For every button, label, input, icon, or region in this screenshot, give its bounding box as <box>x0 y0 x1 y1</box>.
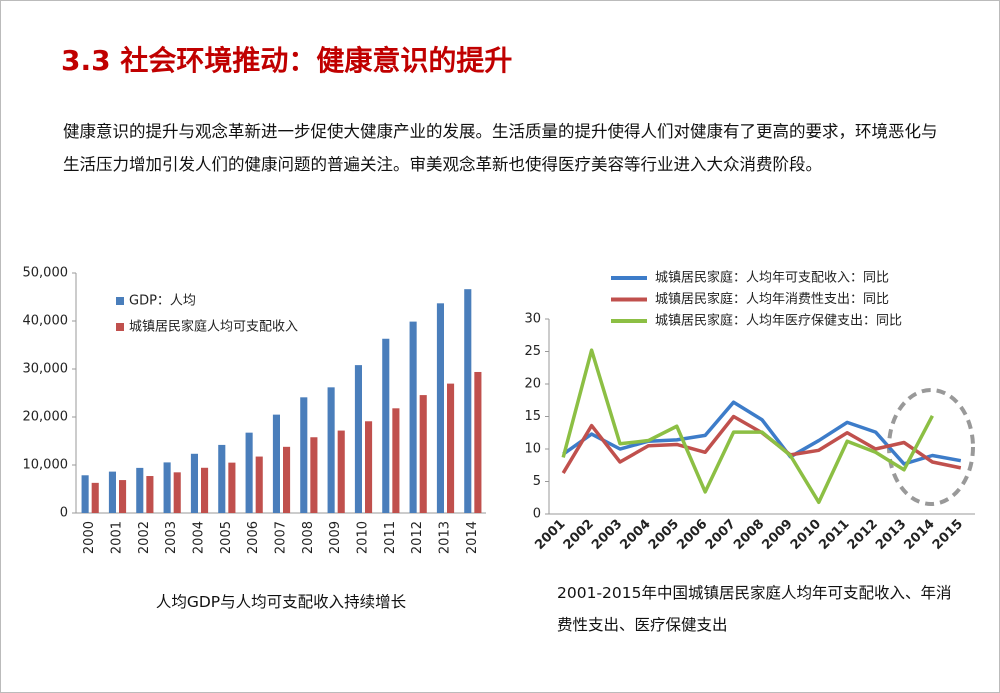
legend-label: 城镇居民家庭：人均年医疗保健支出：同比 <box>655 313 902 329</box>
x-tick-label: 2014 <box>465 521 480 554</box>
x-tick-label: 2006 <box>674 517 710 553</box>
bar <box>163 462 171 513</box>
y-tick-label: 30,000 <box>23 362 69 377</box>
bar <box>464 289 472 513</box>
x-tick-label: 2004 <box>192 521 207 554</box>
x-tick-label: 2008 <box>731 517 767 553</box>
x-tick-label: 2003 <box>164 521 179 554</box>
bar <box>337 430 345 513</box>
x-tick-label: 2009 <box>328 521 343 554</box>
legend-label: 城镇居民家庭人均可支配收入 <box>129 319 298 335</box>
bar <box>382 338 390 513</box>
x-tick-label: 2010 <box>356 521 371 554</box>
bar <box>146 476 154 513</box>
bar <box>201 467 209 513</box>
bar <box>409 321 417 513</box>
bar <box>91 482 99 513</box>
legend-label: 城镇居民家庭：人均年可支配收入：同比 <box>655 270 889 286</box>
y-tick-label: 25 <box>524 344 541 359</box>
slide-title: 3.3 社会环境推动：健康意识的提升 <box>61 44 513 77</box>
bar <box>173 472 181 513</box>
y-tick-label: 5 <box>533 474 541 489</box>
x-tick-label: 2008 <box>301 521 316 554</box>
x-tick-label: 2007 <box>274 521 289 554</box>
x-tick-label: 2010 <box>788 517 824 553</box>
x-tick-label: 2007 <box>703 517 739 553</box>
x-tick-label: 2005 <box>219 521 234 554</box>
bar <box>392 408 400 513</box>
line <box>562 400 962 466</box>
bar <box>119 480 127 513</box>
x-tick-label: 2005 <box>646 517 682 553</box>
x-tick-label: 2001 <box>110 521 125 554</box>
y-tick-label: 0 <box>533 507 541 522</box>
y-tick-label: 0 <box>60 506 68 521</box>
x-tick-label: 2003 <box>589 517 625 553</box>
bar <box>300 397 308 513</box>
bar <box>81 475 89 513</box>
x-tick-label: 2009 <box>760 517 796 553</box>
x-tick-label: 2000 <box>82 521 97 554</box>
y-tick-label: 30 <box>524 312 541 327</box>
bar <box>474 371 482 513</box>
bar <box>108 471 116 513</box>
bar <box>218 444 226 513</box>
bar <box>245 432 253 513</box>
legend-label: GDP：人均 <box>129 294 196 309</box>
x-tick-label: 2001 <box>532 517 568 553</box>
bar <box>228 462 236 513</box>
bar <box>272 414 280 513</box>
bar <box>447 383 455 513</box>
bar <box>255 456 263 513</box>
bar <box>190 453 198 513</box>
bar <box>354 365 362 513</box>
x-tick-label: 2006 <box>246 521 261 554</box>
x-tick-label: 2012 <box>410 521 425 554</box>
y-tick-label: 10,000 <box>23 458 69 473</box>
x-tick-label: 2013 <box>873 517 909 553</box>
y-tick-label: 50,000 <box>23 266 69 281</box>
y-tick-label: 10 <box>524 442 541 457</box>
x-tick-label: 2002 <box>137 521 152 554</box>
x-tick-label: 2012 <box>845 517 881 553</box>
caption: 2001-2015年中国城镇居民家庭人均年可支配收入、年消费性支出、医疗保健支出 <box>557 584 952 634</box>
x-tick-label: 2014 <box>902 517 938 553</box>
highlight-ellipse <box>887 388 975 506</box>
x-tick-label: 2011 <box>383 521 398 554</box>
bar <box>365 421 373 513</box>
x-tick-label: 2013 <box>438 521 453 554</box>
bar <box>136 467 144 513</box>
y-tick-label: 40,000 <box>23 314 69 329</box>
caption: 人均GDP与人均可支配收入持续增长 <box>155 593 407 611</box>
paragraph: 健康意识的提升与观念革新进一步促使大健康产业的发展。生活质量的提升使得人们对健康… <box>63 122 938 174</box>
bar <box>419 395 427 513</box>
bar <box>283 446 291 513</box>
legend-swatch <box>116 297 124 305</box>
bar <box>436 303 444 513</box>
legend-label: 城镇居民家庭：人均年消费性支出：同比 <box>655 291 889 307</box>
x-tick-label: 2004 <box>618 517 654 553</box>
bar <box>327 387 335 513</box>
y-tick-label: 20 <box>524 377 541 392</box>
y-tick-label: 20,000 <box>23 410 69 425</box>
x-tick-label: 2002 <box>561 517 597 553</box>
x-tick-label: 2011 <box>816 517 852 553</box>
legend-swatch <box>116 323 124 331</box>
y-tick-label: 15 <box>524 409 541 424</box>
x-tick-label: 2015 <box>930 517 966 553</box>
bar <box>310 437 318 513</box>
line <box>561 348 934 505</box>
